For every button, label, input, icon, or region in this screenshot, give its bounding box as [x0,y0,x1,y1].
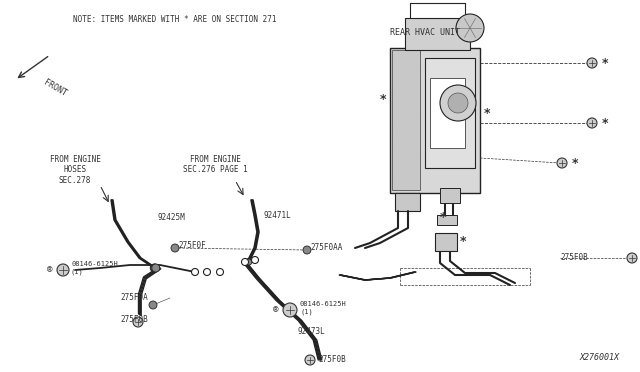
Text: FROM ENGINE
SEC.276 PAGE 1: FROM ENGINE SEC.276 PAGE 1 [182,155,248,174]
Text: *: * [602,57,608,70]
Text: 275F0B: 275F0B [560,253,588,263]
FancyBboxPatch shape [440,188,460,203]
FancyBboxPatch shape [430,78,465,148]
FancyBboxPatch shape [435,233,457,251]
Circle shape [246,259,252,265]
Circle shape [440,85,476,121]
Text: *: * [602,116,608,129]
Text: *: * [484,106,490,119]
Text: X276001X: X276001X [580,353,620,362]
Circle shape [245,259,251,265]
Text: 275F0A: 275F0A [120,294,148,302]
FancyBboxPatch shape [390,48,480,193]
Circle shape [150,264,158,272]
Circle shape [149,301,157,309]
Circle shape [241,259,248,266]
Text: *: * [572,157,579,170]
Text: ®: ® [273,305,278,314]
Circle shape [305,355,315,365]
Circle shape [191,269,198,276]
Circle shape [133,317,143,327]
Circle shape [57,264,69,276]
FancyBboxPatch shape [392,50,420,190]
Text: *: * [440,212,446,224]
FancyBboxPatch shape [395,193,420,211]
Text: *: * [380,93,387,106]
Text: 275F0AA: 275F0AA [310,244,342,253]
Text: *: * [460,234,467,247]
FancyBboxPatch shape [437,215,457,225]
Circle shape [587,58,597,68]
Circle shape [171,244,179,252]
Circle shape [204,269,211,276]
Circle shape [244,259,250,265]
Circle shape [283,303,297,317]
Text: NOTE: ITEMS MARKED WITH * ARE ON SECTION 271: NOTE: ITEMS MARKED WITH * ARE ON SECTION… [73,15,276,24]
Circle shape [456,14,484,42]
Text: 275F0F: 275F0F [178,241,205,250]
Text: REAR HVAC UNIT: REAR HVAC UNIT [390,28,460,37]
Circle shape [448,93,468,113]
FancyBboxPatch shape [405,18,470,50]
Text: 08146-6125H
(1): 08146-6125H (1) [71,261,118,275]
Circle shape [303,246,311,254]
Text: FROM ENGINE
HOSES
SEC.278: FROM ENGINE HOSES SEC.278 [49,155,100,185]
Text: 92473L: 92473L [298,327,326,337]
Circle shape [151,264,159,272]
Text: 92471L: 92471L [264,211,292,219]
Text: 08146-6125H
(1): 08146-6125H (1) [300,301,347,315]
Text: 275F0B: 275F0B [120,315,148,324]
Text: 275F0B: 275F0B [318,356,346,365]
Circle shape [557,158,567,168]
Text: ®: ® [47,266,52,275]
Circle shape [627,253,637,263]
Text: 92425M: 92425M [158,214,186,222]
Circle shape [216,269,223,276]
Circle shape [252,257,259,263]
Circle shape [587,118,597,128]
Text: FRONT: FRONT [42,78,68,98]
Circle shape [152,264,160,272]
FancyBboxPatch shape [425,58,475,168]
